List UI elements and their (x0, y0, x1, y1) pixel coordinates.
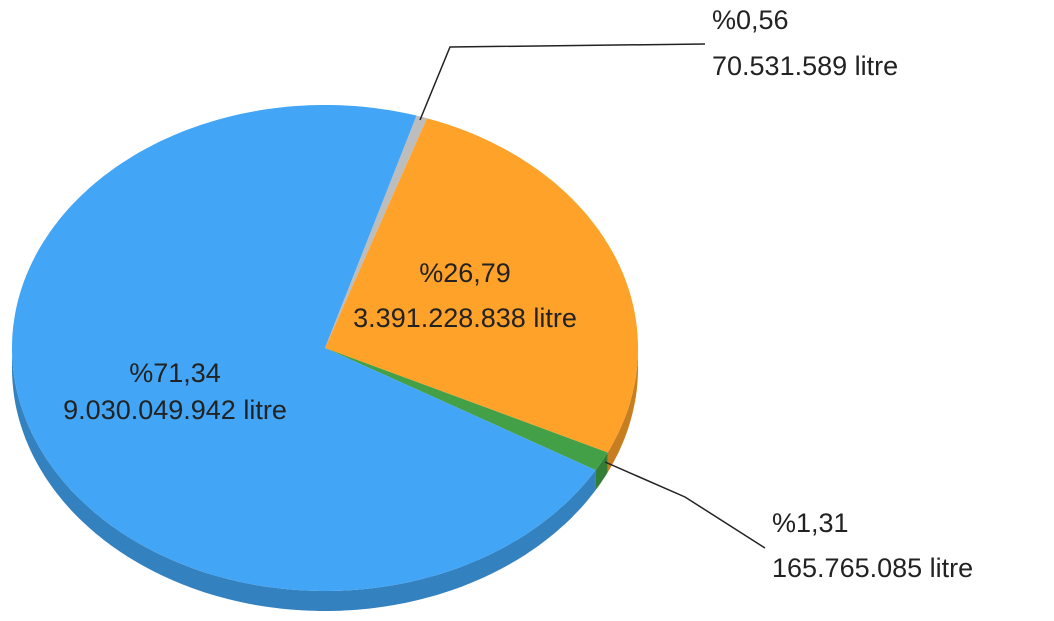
percent-label: %1,31 (772, 508, 849, 538)
slice-side (595, 452, 608, 491)
slice (325, 348, 608, 471)
percent-label: %71,34 (129, 358, 221, 388)
volume-label: 3.391.228.838 litre (353, 303, 577, 333)
slice (325, 115, 427, 348)
percent-label: %0,56 (712, 5, 789, 35)
percent-label: %26,79 (419, 258, 511, 288)
volume-label: 165.765.085 litre (772, 553, 973, 583)
slice (325, 118, 638, 453)
leader-line (604, 461, 766, 549)
slice (12, 105, 596, 591)
leader-line (419, 43, 706, 121)
volume-label: 70.531.589 litre (712, 51, 898, 81)
volume-label: 9.030.049.942 litre (63, 395, 287, 425)
slice-side (607, 348, 638, 473)
